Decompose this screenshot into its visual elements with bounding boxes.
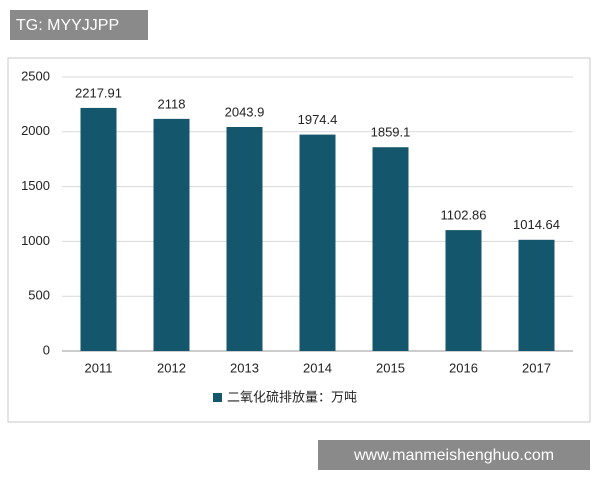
y-tick-label: 2000 (21, 123, 50, 138)
data-label: 2118 (158, 96, 186, 111)
data-label: 1102.86 (440, 208, 486, 223)
x-tick-label: 2015 (376, 360, 405, 375)
bar (80, 107, 117, 352)
x-tick-label: 2017 (522, 360, 551, 375)
bar (299, 134, 336, 351)
bar (153, 118, 190, 351)
y-tick-label: 1500 (21, 178, 50, 193)
bar (226, 126, 263, 352)
x-tick-label: 2011 (85, 360, 113, 375)
watermark-box (318, 440, 590, 470)
data-label: 2043.9 (225, 104, 265, 119)
data-label: 1859.1 (371, 125, 411, 140)
y-tick-label: 500 (28, 288, 50, 303)
x-tick-label: 2016 (449, 360, 478, 375)
y-tick-label: 2500 (21, 68, 50, 83)
watermark: www.manmeishenghuo.com (353, 447, 554, 464)
y-tick-label: 1000 (21, 233, 50, 248)
x-tick-label: 2012 (157, 360, 186, 375)
bar (445, 230, 482, 351)
legend-swatch (213, 393, 222, 402)
bar (518, 239, 555, 351)
data-label: 2217.91 (75, 85, 122, 100)
x-tick-label: 2014 (303, 360, 332, 375)
legend-label: 二氧化硫排放量：万吨 (227, 389, 357, 404)
data-label: 1014.64 (513, 217, 560, 232)
x-tick-label: 2013 (230, 360, 259, 375)
bar (372, 147, 409, 351)
watermark-box (10, 10, 148, 40)
data-label: 1974.4 (298, 112, 338, 127)
y-tick-label: 0 (43, 342, 50, 357)
watermark: TG: MYYJJPP (16, 17, 119, 34)
